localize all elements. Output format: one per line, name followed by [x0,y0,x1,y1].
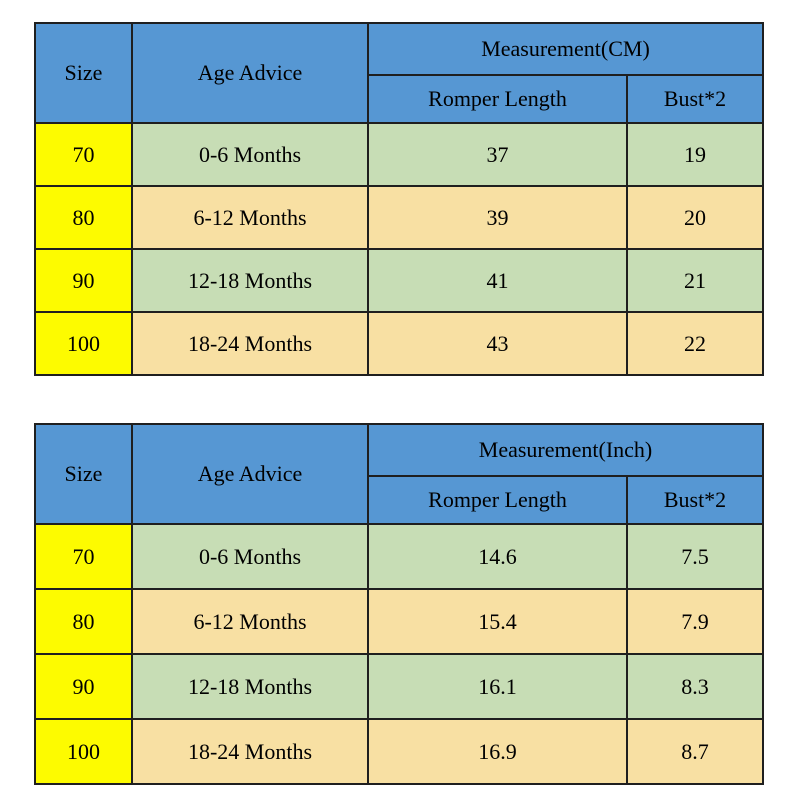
romper-length-value-cell: 14.6 [367,523,628,590]
size-value-cell: 90 [34,653,133,720]
bust-value-cell: 7.9 [625,588,765,655]
size-column-header: Size [34,423,133,525]
bust-value-cell: 8.3 [625,653,765,720]
age-value-cell: 18-24 Months [131,311,369,376]
age-value-cell: 12-18 Months [131,653,369,720]
age-value-cell: 0-6 Months [131,122,369,187]
bust-value-cell: 8.7 [625,718,765,785]
header-row-top: Size Age Advice Measurement(CM) [34,22,764,124]
table-row: 70 0-6 Months 14.6 7.5 [34,523,765,590]
size-column-header: Size [34,22,133,124]
bust-value-cell: 20 [626,185,764,250]
bust-value-cell: 21 [626,248,764,313]
table-row: 70 0-6 Months 37 19 [34,122,764,187]
age-advice-column-header: Age Advice [131,22,369,124]
bust-value-cell: 22 [626,311,764,376]
header-row-top: Size Age Advice Measurement(Inch) [34,423,765,525]
table-row: 100 18-24 Months 43 22 [34,311,764,376]
size-chart-cm-table: Size Age Advice Measurement(CM) Romper L… [34,22,764,376]
age-advice-column-header: Age Advice [131,423,369,525]
table-row: 80 6-12 Months 15.4 7.9 [34,588,765,655]
age-value-cell: 6-12 Months [131,588,369,655]
size-value-cell: 80 [34,588,133,655]
romper-length-value-cell: 37 [367,122,628,187]
size-value-cell: 70 [34,523,133,590]
romper-length-column-header: Romper Length [367,74,628,124]
romper-length-value-cell: 43 [367,311,628,376]
header-row-sub: Romper Length Bust*2 [35,475,765,525]
romper-length-column-header: Romper Length [367,475,628,525]
header-row-sub: Romper Length Bust*2 [35,74,764,124]
table-row: 80 6-12 Months 39 20 [34,185,764,250]
measurement-inch-header: Measurement(Inch) [366,423,765,477]
romper-length-value-cell: 41 [367,248,628,313]
bust-column-header: Bust*2 [625,475,765,525]
size-value-cell: 80 [34,185,133,250]
age-value-cell: 6-12 Months [131,185,369,250]
bust-value-cell: 19 [626,122,764,187]
size-value-cell: 90 [34,248,133,313]
size-chart-inch-table: Size Age Advice Measurement(Inch) Romper… [34,423,765,785]
age-value-cell: 0-6 Months [131,523,369,590]
romper-length-value-cell: 15.4 [367,588,628,655]
romper-length-value-cell: 16.1 [367,653,628,720]
size-value-cell: 100 [34,311,133,376]
romper-length-value-cell: 16.9 [367,718,628,785]
age-value-cell: 12-18 Months [131,248,369,313]
bust-column-header: Bust*2 [626,74,764,124]
table-row: 90 12-18 Months 41 21 [34,248,764,313]
table-row: 100 18-24 Months 16.9 8.7 [34,718,765,785]
table-row: 90 12-18 Months 16.1 8.3 [34,653,765,720]
age-value-cell: 18-24 Months [131,718,369,785]
romper-length-value-cell: 39 [367,185,628,250]
size-value-cell: 100 [34,718,133,785]
size-value-cell: 70 [34,122,133,187]
measurement-cm-header: Measurement(CM) [367,22,764,76]
bust-value-cell: 7.5 [625,523,765,590]
